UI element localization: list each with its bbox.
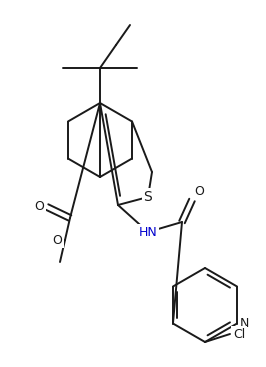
Text: O: O [52, 233, 62, 247]
Text: Cl: Cl [233, 327, 245, 341]
Text: S: S [144, 190, 152, 204]
Text: O: O [194, 185, 204, 198]
Text: HN: HN [139, 225, 157, 239]
Text: N: N [240, 317, 250, 330]
Text: O: O [34, 200, 44, 214]
